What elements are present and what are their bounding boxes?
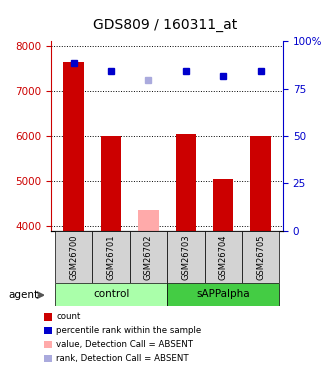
Bar	[55, 231, 92, 283]
Text: count: count	[56, 312, 81, 321]
Bar	[101, 136, 121, 231]
Text: agent: agent	[8, 290, 38, 300]
Bar	[55, 283, 167, 306]
Bar	[175, 134, 196, 231]
Bar	[92, 231, 130, 283]
Text: GSM26701: GSM26701	[107, 234, 116, 280]
Text: value, Detection Call = ABSENT: value, Detection Call = ABSENT	[56, 340, 193, 349]
Text: rank, Detection Call = ABSENT: rank, Detection Call = ABSENT	[56, 354, 189, 363]
Bar	[138, 210, 159, 231]
Bar	[250, 136, 271, 231]
Text: GSM26700: GSM26700	[69, 234, 78, 280]
Bar	[130, 231, 167, 283]
Text: GSM26703: GSM26703	[181, 234, 190, 280]
Bar	[167, 283, 279, 306]
Text: sAPPalpha: sAPPalpha	[196, 290, 250, 299]
Bar	[205, 231, 242, 283]
Text: control: control	[93, 290, 129, 299]
Text: percentile rank within the sample: percentile rank within the sample	[56, 326, 202, 335]
Text: GSM26705: GSM26705	[256, 234, 265, 280]
Bar	[64, 62, 84, 231]
Text: GDS809 / 160311_at: GDS809 / 160311_at	[93, 18, 238, 32]
Bar	[213, 179, 233, 231]
Text: GSM26704: GSM26704	[219, 234, 228, 280]
Bar	[242, 231, 279, 283]
Text: GSM26702: GSM26702	[144, 234, 153, 280]
Bar	[167, 231, 205, 283]
